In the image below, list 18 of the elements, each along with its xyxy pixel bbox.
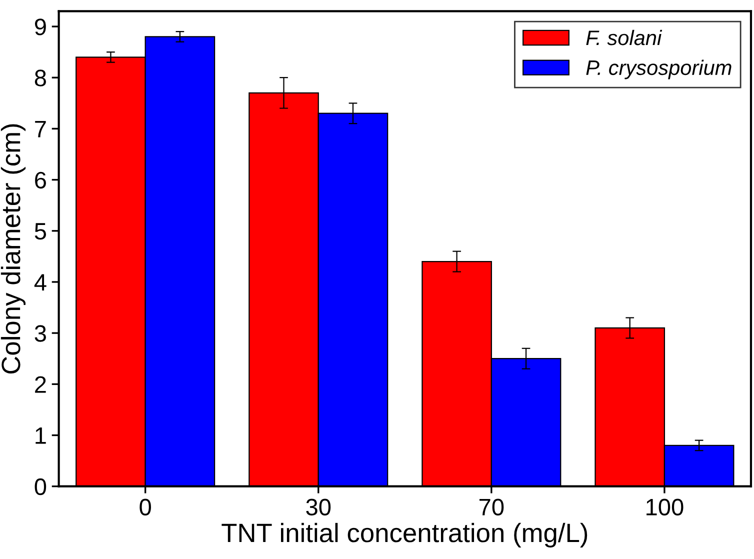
y-axis-title: Colony diameter (cm) [0,124,26,374]
x-tick-label: 30 [306,498,331,516]
x-tick-label: 70 [480,498,504,516]
y-tick-label: 4 [34,274,46,291]
y-tick-label: 7 [35,121,46,138]
legend-label: F. solani [586,30,662,46]
x-tick-label: 0 [140,498,151,516]
legend-label: P. crysosporium [586,60,732,80]
y-tick-label: 6 [35,172,46,189]
y-tick-label: 3 [34,325,46,342]
y-tick-label: 5 [34,223,46,240]
y-tick-label: 2 [35,376,46,393]
y-tick-label: 9 [34,18,46,36]
y-tick-label: 0 [34,478,46,496]
y-tick-label: 1 [36,428,46,444]
y-tick-label: 8 [34,70,46,86]
x-axis-title: TNT initial concentration (mg/L) [222,522,588,548]
x-tick-label: 100 [646,498,684,516]
